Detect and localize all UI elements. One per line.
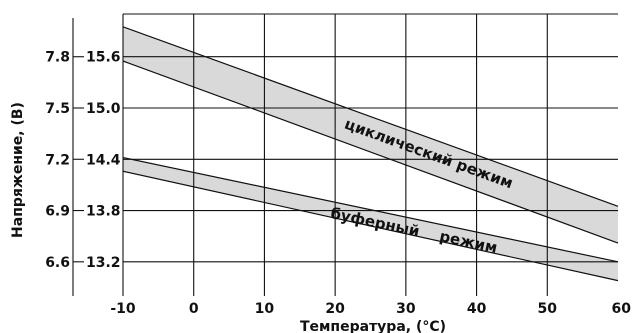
band-area-0 <box>123 26 618 244</box>
y-axis-title: Напряжение, (В) <box>10 102 26 238</box>
band-lower-edge-1 <box>122 170 619 282</box>
band-label-0: циклический режим <box>342 115 515 192</box>
bands <box>122 26 619 282</box>
y-tick-label-inner: 13.8 <box>86 204 121 220</box>
x-tick-label: 60 <box>612 301 632 317</box>
y-tick-label-inner: 15.6 <box>86 50 121 66</box>
x-tick-label: 40 <box>467 301 487 317</box>
x-tick-label: 0 <box>189 301 199 317</box>
x-tick-label: 20 <box>325 301 345 317</box>
y-tick-label-outer: 7.8 <box>45 50 70 66</box>
y-tick-label-outer: 6.9 <box>45 204 70 220</box>
x-axis-title: Температура, (°C) <box>300 319 446 333</box>
y-tick-label-outer: 7.5 <box>45 101 70 117</box>
x-tick-label: 50 <box>538 301 558 317</box>
y-tick-label-inner: 15.0 <box>86 101 121 117</box>
band-label-1: буферный режим <box>329 204 499 257</box>
grid <box>72 13 618 296</box>
y-tick-label-outer: 6.6 <box>45 255 70 271</box>
y-tick-label-inner: 13.2 <box>86 255 121 271</box>
x-tick-label: 30 <box>396 301 416 317</box>
y-ticks-inner: 15.6 15.0 14.4 13.8 13.2 <box>86 50 121 271</box>
x-tick-label: 10 <box>255 301 275 317</box>
x-tick-label: -10 <box>110 301 136 317</box>
y-tick-label-outer: 7.2 <box>45 152 70 168</box>
band-upper-edge-1 <box>122 156 619 263</box>
band-area-1 <box>123 157 618 281</box>
y-ticks-outer: 7.8 7.5 7.2 6.9 6.6 <box>45 50 84 271</box>
x-ticks: -10 0 10 20 30 40 50 60 <box>110 301 631 317</box>
band-lower-edge-0 <box>122 60 619 244</box>
y-tick-label-inner: 14.4 <box>86 152 121 168</box>
